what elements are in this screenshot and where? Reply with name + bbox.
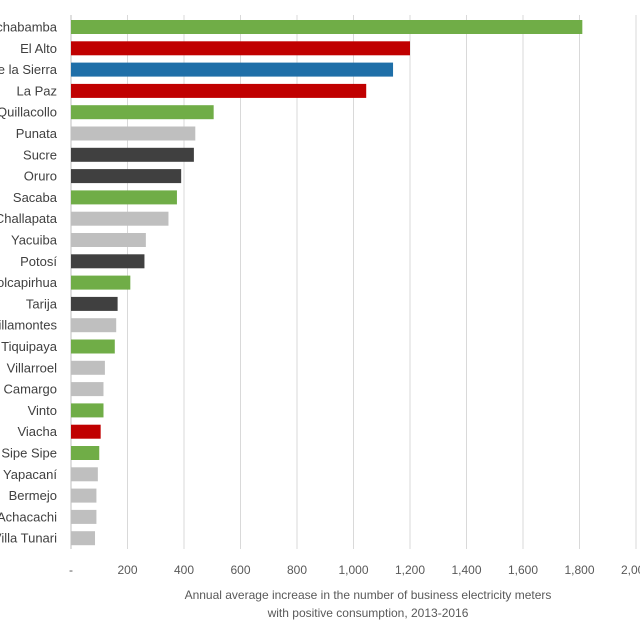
category-label: Sipe Sipe [1,446,57,461]
x-tick-label: 600 [230,563,250,577]
category-label: Viacha [17,424,57,439]
category-label: Villa Tunari [0,531,57,546]
bar [71,190,177,205]
bar [71,509,97,524]
category-label: Potosí [20,254,57,269]
category-label: Sucre [23,147,57,162]
bars [71,20,583,546]
category-label: Bermejo [9,488,57,503]
bar [71,41,410,56]
bar [71,211,169,226]
x-tick-label: 2,000 [621,563,640,577]
x-tick-label: 1,000 [338,563,368,577]
category-label: Santa Cruz de la Sierra [0,62,58,77]
x-tick-labels: - 200 400 600 800 1,000 1,200 1,400 1,600 1,800 2,… [69,563,640,577]
bar [71,254,145,269]
x-tick-label: - [69,563,73,577]
x-tick-label: 400 [174,563,194,577]
bar [71,360,105,375]
category-label: Villarroel [7,360,57,375]
category-label: Camargo [4,382,57,397]
bar [71,488,97,503]
x-tick-label: 1,200 [395,563,425,577]
bar [71,424,101,439]
category-label: Oruro [24,169,57,184]
category-label: Yapacaní [3,467,57,482]
category-label: Challapata [0,211,58,226]
bar [71,467,98,482]
bar [71,105,214,120]
category-labels: Cochabamba El Alto Santa Cruz de la Sierra… [0,20,58,546]
category-label: Tiquipaya [1,339,58,354]
x-tick-label: 1,400 [451,563,481,577]
bar [71,531,96,546]
bar [71,403,104,418]
category-label: Sacaba [13,190,58,205]
category-label: Cochabamba [0,20,58,35]
bar [71,169,182,184]
bar [71,62,394,77]
bar [71,147,194,162]
category-label: Vinto [28,403,57,418]
category-label: Colcapirhua [0,275,58,290]
bar [71,20,583,34]
category-label: El Alto [20,41,57,56]
category-label: Quillacollo [0,105,57,120]
bar [71,126,196,141]
bar [71,296,118,311]
x-axis-title-line-1: Annual average increase in the number of… [185,588,552,602]
x-tick-label: 800 [287,563,307,577]
gridlines [70,15,637,549]
bar [71,275,131,290]
bar [71,83,367,98]
category-label: Yacuiba [11,233,58,248]
x-axis-title-line-2: with positive consumption, 2013-2016 [267,606,469,620]
bar [71,339,115,354]
category-label: Tarija [26,296,58,311]
category-label: Villamontes [0,318,57,333]
x-tick-label: 200 [117,563,137,577]
bar [71,446,100,460]
bar [71,233,146,247]
category-label: Achacachi [0,509,57,524]
bar [71,382,104,397]
x-tick-label: 1,600 [508,563,538,577]
bar [71,318,117,333]
category-label: La Paz [17,83,57,98]
x-tick-label: 1,800 [564,563,594,577]
category-label: Punata [16,126,58,141]
